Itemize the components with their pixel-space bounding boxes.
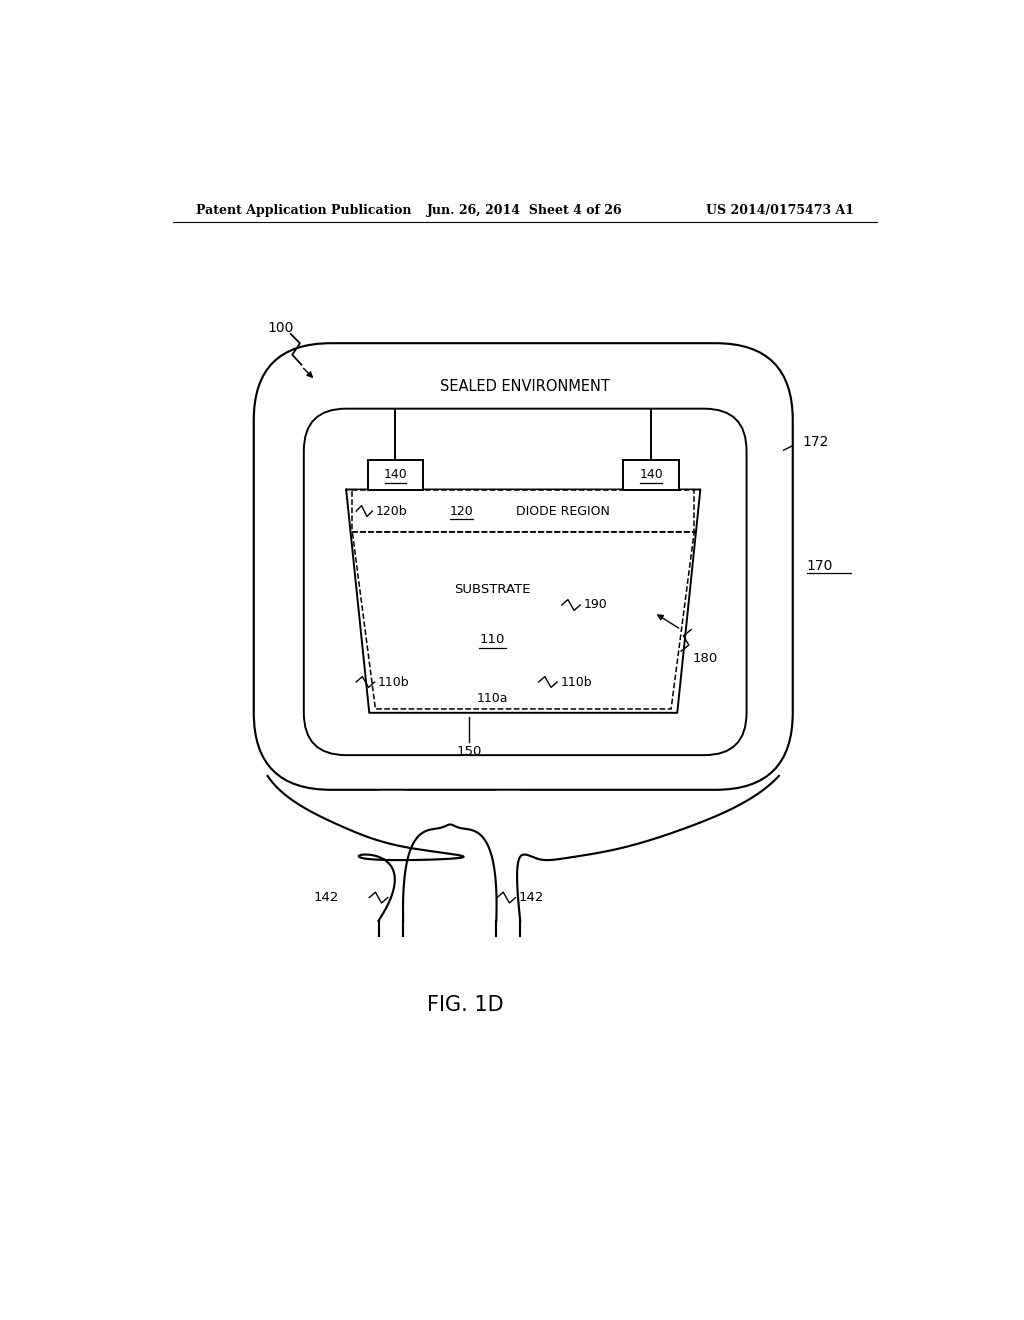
Bar xyxy=(368,461,423,490)
Text: 110b: 110b xyxy=(378,676,410,689)
Text: 110: 110 xyxy=(480,634,505,647)
Text: 190: 190 xyxy=(584,598,607,611)
Text: DIODE REGION: DIODE REGION xyxy=(515,504,609,517)
Text: 142: 142 xyxy=(518,891,544,904)
FancyBboxPatch shape xyxy=(304,409,746,755)
Text: 142: 142 xyxy=(313,891,339,904)
Text: 140: 140 xyxy=(384,469,408,482)
Text: 120: 120 xyxy=(450,504,473,517)
Text: FIG. 1D: FIG. 1D xyxy=(427,995,504,1015)
Text: 180: 180 xyxy=(692,652,718,665)
Text: 110a: 110a xyxy=(477,693,508,705)
Text: Jun. 26, 2014  Sheet 4 of 26: Jun. 26, 2014 Sheet 4 of 26 xyxy=(427,205,623,218)
Text: SEALED ENVIRONMENT: SEALED ENVIRONMENT xyxy=(440,379,609,393)
Text: 120b: 120b xyxy=(376,504,408,517)
Bar xyxy=(624,461,679,490)
Text: SUBSTRATE: SUBSTRATE xyxy=(455,583,530,597)
Text: 110b: 110b xyxy=(560,676,592,689)
Text: 140: 140 xyxy=(639,469,663,482)
Text: 100: 100 xyxy=(267,321,294,335)
Text: 150: 150 xyxy=(457,744,482,758)
Text: US 2014/0175473 A1: US 2014/0175473 A1 xyxy=(707,205,854,218)
FancyBboxPatch shape xyxy=(254,343,793,789)
Text: Patent Application Publication: Patent Application Publication xyxy=(196,205,412,218)
Bar xyxy=(352,490,694,532)
Text: 170: 170 xyxy=(807,560,833,573)
Text: 172: 172 xyxy=(802,434,828,449)
